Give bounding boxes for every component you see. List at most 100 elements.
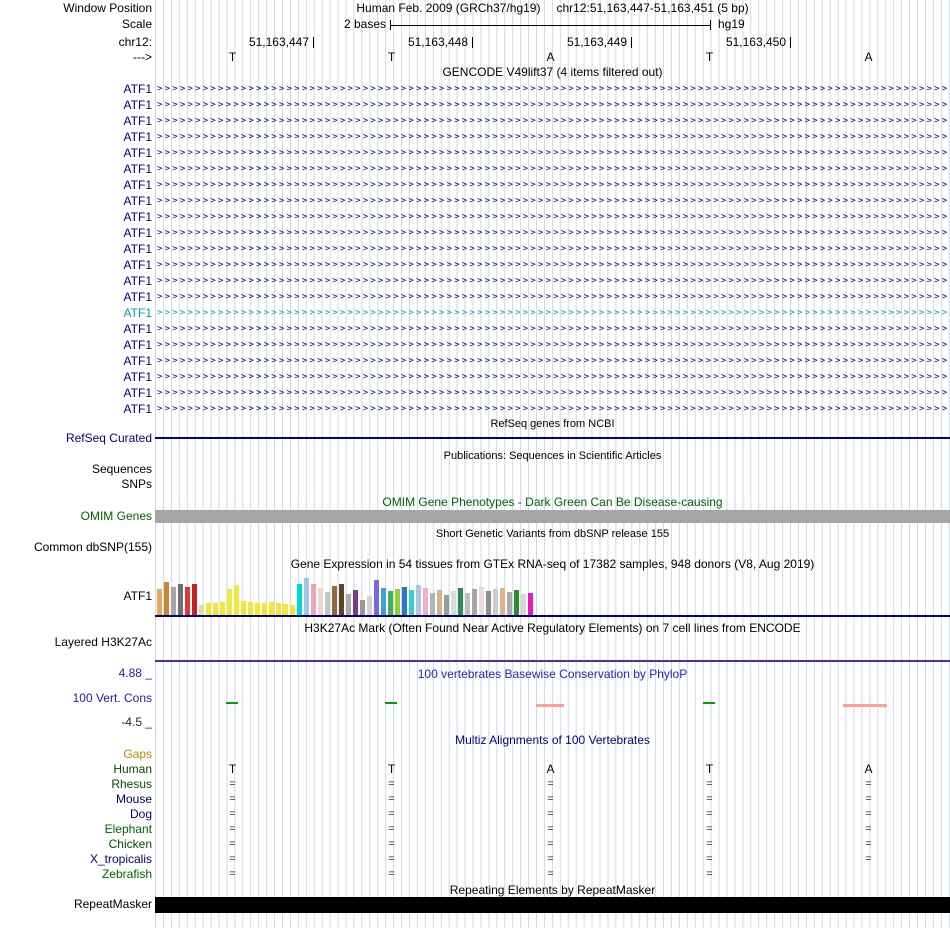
- transcript-arrow-line[interactable]: >>>>>>>>>>>>>>>>>>>>>>>>>>>>>>>>>>>>>>>>…: [157, 324, 948, 334]
- gencode-transcript-label[interactable]: ATF1: [123, 130, 152, 144]
- gtex-bar[interactable]: [437, 590, 442, 615]
- gtex-bar[interactable]: [255, 603, 260, 615]
- gtex-bar[interactable]: [234, 585, 239, 615]
- gencode-transcript-label[interactable]: ATF1: [123, 194, 152, 208]
- gencode-transcript-label[interactable]: ATF1: [123, 306, 152, 320]
- gtex-bar[interactable]: [486, 591, 491, 615]
- gtex-bar[interactable]: [528, 593, 533, 615]
- gtex-bar[interactable]: [290, 605, 295, 615]
- gencode-transcript-label[interactable]: ATF1: [123, 274, 152, 288]
- gtex-bar[interactable]: [444, 595, 449, 615]
- gtex-bar[interactable]: [178, 584, 183, 615]
- gtex-bar[interactable]: [332, 586, 337, 615]
- transcript-arrow-line[interactable]: >>>>>>>>>>>>>>>>>>>>>>>>>>>>>>>>>>>>>>>>…: [157, 388, 948, 398]
- gtex-bar[interactable]: [339, 584, 344, 615]
- gtex-bar[interactable]: [493, 589, 498, 615]
- gtex-bar[interactable]: [171, 587, 176, 615]
- transcript-arrow-line[interactable]: >>>>>>>>>>>>>>>>>>>>>>>>>>>>>>>>>>>>>>>>…: [157, 292, 948, 302]
- gtex-bar[interactable]: [248, 602, 253, 615]
- transcript-arrow-line[interactable]: >>>>>>>>>>>>>>>>>>>>>>>>>>>>>>>>>>>>>>>>…: [157, 116, 948, 126]
- gencode-transcript-label[interactable]: ATF1: [123, 210, 152, 224]
- gtex-bar[interactable]: [213, 603, 218, 615]
- gtex-bar[interactable]: [241, 601, 246, 615]
- transcript-arrow-line[interactable]: >>>>>>>>>>>>>>>>>>>>>>>>>>>>>>>>>>>>>>>>…: [157, 164, 948, 174]
- layered-h3k27ac-label[interactable]: Layered H3K27Ac: [54, 635, 152, 649]
- gtex-bar[interactable]: [262, 603, 267, 615]
- species-label[interactable]: Gaps: [123, 747, 152, 761]
- gtex-bar[interactable]: [360, 600, 365, 615]
- gtex-bar[interactable]: [304, 578, 309, 615]
- gencode-transcript-label[interactable]: ATF1: [123, 146, 152, 160]
- gtex-bar[interactable]: [227, 589, 232, 615]
- gtex-bar[interactable]: [521, 594, 526, 615]
- gtex-bar[interactable]: [507, 592, 512, 615]
- gencode-transcript-label[interactable]: ATF1: [123, 114, 152, 128]
- gtex-bar[interactable]: [472, 589, 477, 615]
- gtex-bar[interactable]: [346, 594, 351, 615]
- gencode-transcript-label[interactable]: ATF1: [123, 386, 152, 400]
- gtex-bar[interactable]: [220, 602, 225, 615]
- gtex-bar[interactable]: [353, 590, 358, 615]
- gtex-bar[interactable]: [164, 582, 169, 615]
- gtex-bar[interactable]: [388, 591, 393, 615]
- transcript-arrow-line[interactable]: >>>>>>>>>>>>>>>>>>>>>>>>>>>>>>>>>>>>>>>>…: [157, 148, 948, 158]
- omim-gene-bar[interactable]: [155, 510, 950, 523]
- gencode-transcript-label[interactable]: ATF1: [123, 162, 152, 176]
- transcript-arrow-line[interactable]: >>>>>>>>>>>>>>>>>>>>>>>>>>>>>>>>>>>>>>>>…: [157, 276, 948, 286]
- gencode-transcript-label[interactable]: ATF1: [123, 370, 152, 384]
- transcript-arrow-line[interactable]: >>>>>>>>>>>>>>>>>>>>>>>>>>>>>>>>>>>>>>>>…: [157, 308, 948, 318]
- species-label[interactable]: Human: [113, 762, 152, 776]
- gtex-bar[interactable]: [325, 592, 330, 615]
- species-label[interactable]: Rhesus: [111, 777, 152, 791]
- gtex-bar[interactable]: [374, 580, 379, 615]
- transcript-arrow-line[interactable]: >>>>>>>>>>>>>>>>>>>>>>>>>>>>>>>>>>>>>>>>…: [157, 212, 948, 222]
- gtex-gene-label[interactable]: ATF1: [123, 589, 152, 603]
- gtex-bar[interactable]: [297, 584, 302, 615]
- gtex-bar[interactable]: [409, 590, 414, 615]
- gencode-transcript-label[interactable]: ATF1: [123, 226, 152, 240]
- gtex-bar[interactable]: [199, 605, 204, 615]
- common-dbsnp-label[interactable]: Common dbSNP(155): [33, 540, 152, 554]
- gtex-bar[interactable]: [185, 587, 190, 615]
- gtex-bar[interactable]: [395, 589, 400, 615]
- gtex-bar[interactable]: [402, 587, 407, 615]
- gencode-transcript-label[interactable]: ATF1: [123, 82, 152, 96]
- gencode-transcript-label[interactable]: ATF1: [123, 98, 152, 112]
- gtex-bar[interactable]: [416, 585, 421, 615]
- gtex-bar[interactable]: [283, 604, 288, 615]
- species-label[interactable]: Dog: [129, 807, 152, 821]
- transcript-arrow-line[interactable]: >>>>>>>>>>>>>>>>>>>>>>>>>>>>>>>>>>>>>>>>…: [157, 244, 948, 254]
- transcript-arrow-line[interactable]: >>>>>>>>>>>>>>>>>>>>>>>>>>>>>>>>>>>>>>>>…: [157, 84, 948, 94]
- gtex-bar[interactable]: [381, 588, 386, 615]
- omim-genes-label[interactable]: OMIM Genes: [80, 509, 152, 523]
- refseq-curated-label[interactable]: RefSeq Curated: [65, 431, 152, 445]
- transcript-arrow-line[interactable]: >>>>>>>>>>>>>>>>>>>>>>>>>>>>>>>>>>>>>>>>…: [157, 372, 948, 382]
- gencode-transcript-label[interactable]: ATF1: [123, 258, 152, 272]
- species-label[interactable]: X_tropicalis: [89, 852, 152, 866]
- gtex-bar[interactable]: [423, 588, 428, 615]
- gtex-bar[interactable]: [465, 593, 470, 615]
- gtex-bar[interactable]: [479, 587, 484, 615]
- gtex-bar[interactable]: [276, 603, 281, 615]
- gtex-bar[interactable]: [157, 589, 162, 615]
- refseq-curated-gene-line[interactable]: [155, 437, 950, 439]
- gtex-bar[interactable]: [318, 588, 323, 615]
- gtex-bar[interactable]: [451, 591, 456, 615]
- gencode-transcript-label[interactable]: ATF1: [123, 290, 152, 304]
- repeatmasker-element-bar[interactable]: [155, 897, 950, 913]
- species-label[interactable]: Zebrafish: [101, 867, 152, 881]
- gtex-bar[interactable]: [192, 584, 197, 615]
- transcript-arrow-line[interactable]: >>>>>>>>>>>>>>>>>>>>>>>>>>>>>>>>>>>>>>>>…: [157, 180, 948, 190]
- repeatmasker-label[interactable]: RepeatMasker: [73, 897, 152, 911]
- vert-cons-label[interactable]: 100 Vert. Cons: [72, 691, 152, 705]
- gencode-transcript-label[interactable]: ATF1: [123, 354, 152, 368]
- transcript-arrow-line[interactable]: >>>>>>>>>>>>>>>>>>>>>>>>>>>>>>>>>>>>>>>>…: [157, 340, 948, 350]
- sequences-label[interactable]: Sequences: [91, 462, 152, 476]
- species-label[interactable]: Chicken: [108, 837, 152, 851]
- gtex-bar[interactable]: [206, 603, 211, 615]
- gencode-transcript-label[interactable]: ATF1: [123, 322, 152, 336]
- transcript-arrow-line[interactable]: >>>>>>>>>>>>>>>>>>>>>>>>>>>>>>>>>>>>>>>>…: [157, 132, 948, 142]
- species-label[interactable]: Elephant: [104, 822, 152, 836]
- snps-label[interactable]: SNPs: [121, 477, 152, 491]
- gtex-bar[interactable]: [269, 602, 274, 615]
